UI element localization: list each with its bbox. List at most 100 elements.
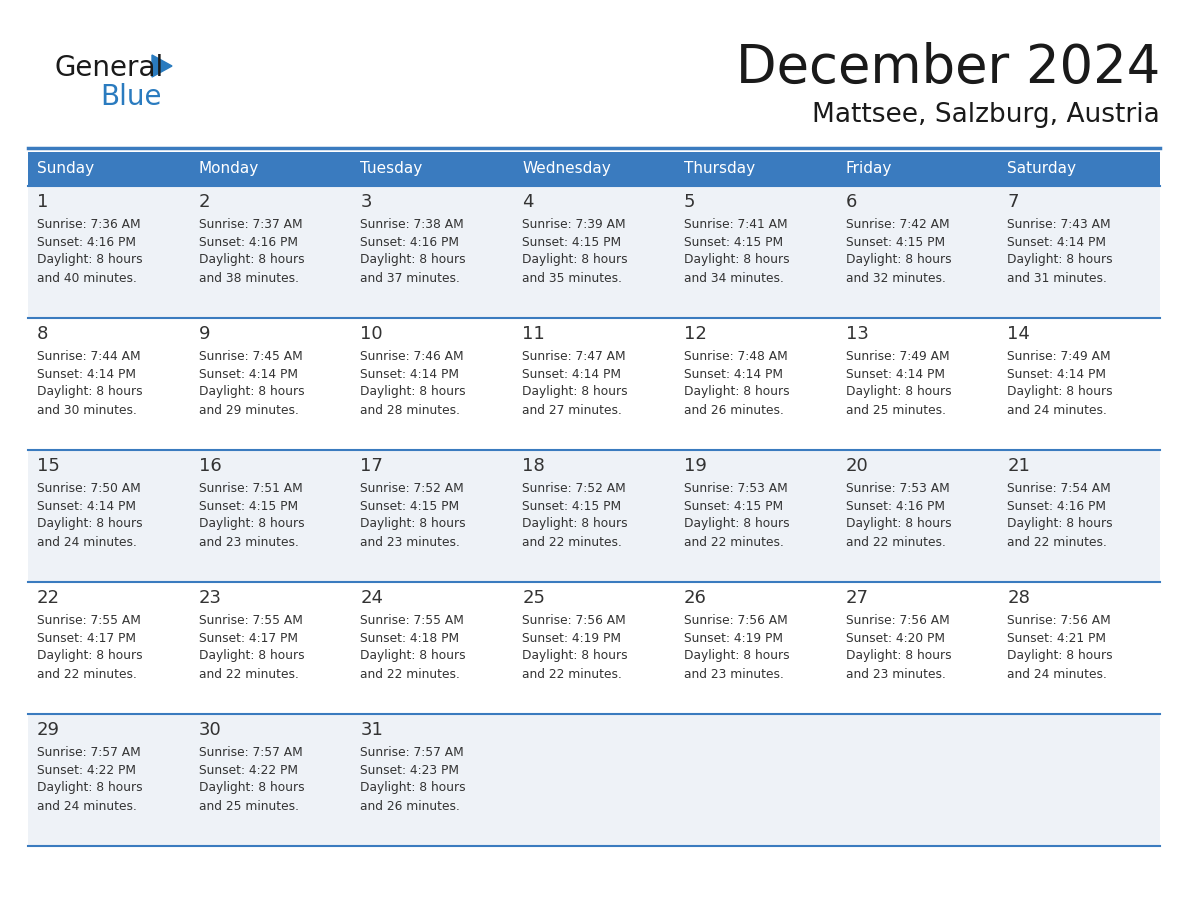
Text: Sunrise: 7:47 AM: Sunrise: 7:47 AM (523, 350, 626, 363)
Text: and 32 minutes.: and 32 minutes. (846, 272, 946, 285)
Text: Daylight: 8 hours: Daylight: 8 hours (360, 253, 466, 266)
Text: Sunrise: 7:44 AM: Sunrise: 7:44 AM (37, 350, 140, 363)
Text: Sunrise: 7:36 AM: Sunrise: 7:36 AM (37, 218, 140, 230)
Text: Sunrise: 7:54 AM: Sunrise: 7:54 AM (1007, 482, 1111, 495)
Text: Sunrise: 7:42 AM: Sunrise: 7:42 AM (846, 218, 949, 230)
Text: Sunrise: 7:43 AM: Sunrise: 7:43 AM (1007, 218, 1111, 230)
Text: Sunset: 4:20 PM: Sunset: 4:20 PM (846, 632, 944, 644)
Text: 10: 10 (360, 325, 383, 343)
Text: Daylight: 8 hours: Daylight: 8 hours (523, 386, 627, 398)
Text: Daylight: 8 hours: Daylight: 8 hours (198, 386, 304, 398)
Text: Sunset: 4:14 PM: Sunset: 4:14 PM (37, 499, 135, 512)
Text: and 28 minutes.: and 28 minutes. (360, 404, 461, 417)
Text: Sunset: 4:19 PM: Sunset: 4:19 PM (523, 632, 621, 644)
Text: 27: 27 (846, 589, 868, 607)
Text: and 22 minutes.: and 22 minutes. (523, 667, 623, 680)
Polygon shape (152, 55, 172, 77)
Text: Daylight: 8 hours: Daylight: 8 hours (360, 650, 466, 663)
Text: Sunrise: 7:48 AM: Sunrise: 7:48 AM (684, 350, 788, 363)
Text: and 25 minutes.: and 25 minutes. (846, 404, 946, 417)
Text: Sunrise: 7:57 AM: Sunrise: 7:57 AM (198, 745, 303, 758)
Text: Sunset: 4:17 PM: Sunset: 4:17 PM (37, 632, 135, 644)
Text: 13: 13 (846, 325, 868, 343)
Bar (29, 318, 1159, 450)
Text: Sunrise: 7:55 AM: Sunrise: 7:55 AM (198, 613, 303, 626)
Text: and 23 minutes.: and 23 minutes. (684, 667, 784, 680)
Text: and 23 minutes.: and 23 minutes. (198, 535, 298, 548)
Text: Tuesday: Tuesday (360, 162, 423, 176)
Text: Sunset: 4:16 PM: Sunset: 4:16 PM (198, 236, 298, 249)
Text: Daylight: 8 hours: Daylight: 8 hours (37, 781, 143, 794)
Text: 28: 28 (1007, 589, 1030, 607)
Text: Sunset: 4:14 PM: Sunset: 4:14 PM (1007, 367, 1106, 380)
Text: Sunset: 4:15 PM: Sunset: 4:15 PM (684, 236, 783, 249)
Text: and 22 minutes.: and 22 minutes. (198, 667, 298, 680)
Text: Saturday: Saturday (1007, 162, 1076, 176)
Text: Blue: Blue (100, 83, 162, 111)
Bar (190, 152, 352, 186)
Text: Sunset: 4:15 PM: Sunset: 4:15 PM (846, 236, 944, 249)
Text: 30: 30 (198, 721, 221, 739)
Text: 3: 3 (360, 193, 372, 211)
Text: Sunrise: 7:50 AM: Sunrise: 7:50 AM (37, 482, 140, 495)
Text: Daylight: 8 hours: Daylight: 8 hours (1007, 650, 1113, 663)
Text: Sunset: 4:16 PM: Sunset: 4:16 PM (37, 236, 135, 249)
Text: 15: 15 (37, 457, 59, 475)
Text: Sunset: 4:15 PM: Sunset: 4:15 PM (684, 499, 783, 512)
Text: 23: 23 (198, 589, 222, 607)
Bar (29, 714, 1159, 846)
Text: Sunrise: 7:56 AM: Sunrise: 7:56 AM (1007, 613, 1111, 626)
Text: Sunrise: 7:46 AM: Sunrise: 7:46 AM (360, 350, 465, 363)
Text: and 24 minutes.: and 24 minutes. (37, 535, 137, 548)
Text: Sunrise: 7:37 AM: Sunrise: 7:37 AM (198, 218, 302, 230)
Text: Sunset: 4:15 PM: Sunset: 4:15 PM (523, 236, 621, 249)
Text: Sunset: 4:15 PM: Sunset: 4:15 PM (198, 499, 298, 512)
Text: and 22 minutes.: and 22 minutes. (523, 535, 623, 548)
Text: Daylight: 8 hours: Daylight: 8 hours (523, 518, 627, 531)
Text: Daylight: 8 hours: Daylight: 8 hours (37, 253, 143, 266)
Text: 14: 14 (1007, 325, 1030, 343)
Text: Sunrise: 7:52 AM: Sunrise: 7:52 AM (360, 482, 465, 495)
Text: Daylight: 8 hours: Daylight: 8 hours (1007, 253, 1113, 266)
Text: Daylight: 8 hours: Daylight: 8 hours (684, 386, 790, 398)
Text: and 34 minutes.: and 34 minutes. (684, 272, 784, 285)
Text: December 2024: December 2024 (735, 42, 1159, 94)
Text: Daylight: 8 hours: Daylight: 8 hours (360, 781, 466, 794)
Text: 22: 22 (37, 589, 61, 607)
Text: 11: 11 (523, 325, 545, 343)
Text: and 37 minutes.: and 37 minutes. (360, 272, 460, 285)
Text: Daylight: 8 hours: Daylight: 8 hours (360, 518, 466, 531)
Text: and 22 minutes.: and 22 minutes. (684, 535, 784, 548)
Text: Wednesday: Wednesday (523, 162, 611, 176)
Text: Sunset: 4:15 PM: Sunset: 4:15 PM (360, 499, 460, 512)
Text: 29: 29 (37, 721, 61, 739)
Text: and 24 minutes.: and 24 minutes. (37, 800, 137, 812)
Text: and 24 minutes.: and 24 minutes. (1007, 667, 1107, 680)
Text: Mattsee, Salzburg, Austria: Mattsee, Salzburg, Austria (813, 102, 1159, 128)
Text: and 26 minutes.: and 26 minutes. (684, 404, 784, 417)
Text: Sunrise: 7:56 AM: Sunrise: 7:56 AM (846, 613, 949, 626)
Text: Sunset: 4:14 PM: Sunset: 4:14 PM (1007, 236, 1106, 249)
Text: and 22 minutes.: and 22 minutes. (360, 667, 460, 680)
Bar (29, 152, 190, 186)
Text: Daylight: 8 hours: Daylight: 8 hours (198, 518, 304, 531)
Text: Sunrise: 7:45 AM: Sunrise: 7:45 AM (198, 350, 303, 363)
Text: Sunrise: 7:49 AM: Sunrise: 7:49 AM (846, 350, 949, 363)
Text: 4: 4 (523, 193, 533, 211)
Text: Sunrise: 7:57 AM: Sunrise: 7:57 AM (37, 745, 140, 758)
Text: Sunrise: 7:51 AM: Sunrise: 7:51 AM (198, 482, 303, 495)
Text: 8: 8 (37, 325, 49, 343)
Text: Sunset: 4:23 PM: Sunset: 4:23 PM (360, 764, 460, 777)
Text: and 23 minutes.: and 23 minutes. (360, 535, 460, 548)
Text: 7: 7 (1007, 193, 1019, 211)
Text: Daylight: 8 hours: Daylight: 8 hours (684, 518, 790, 531)
Text: Sunset: 4:14 PM: Sunset: 4:14 PM (846, 367, 944, 380)
Text: and 22 minutes.: and 22 minutes. (37, 667, 137, 680)
Text: Sunrise: 7:39 AM: Sunrise: 7:39 AM (523, 218, 626, 230)
Text: and 22 minutes.: and 22 minutes. (846, 535, 946, 548)
Text: 16: 16 (198, 457, 221, 475)
Text: Daylight: 8 hours: Daylight: 8 hours (37, 386, 143, 398)
Text: Sunrise: 7:55 AM: Sunrise: 7:55 AM (360, 613, 465, 626)
Text: Thursday: Thursday (684, 162, 756, 176)
Text: Sunset: 4:14 PM: Sunset: 4:14 PM (684, 367, 783, 380)
